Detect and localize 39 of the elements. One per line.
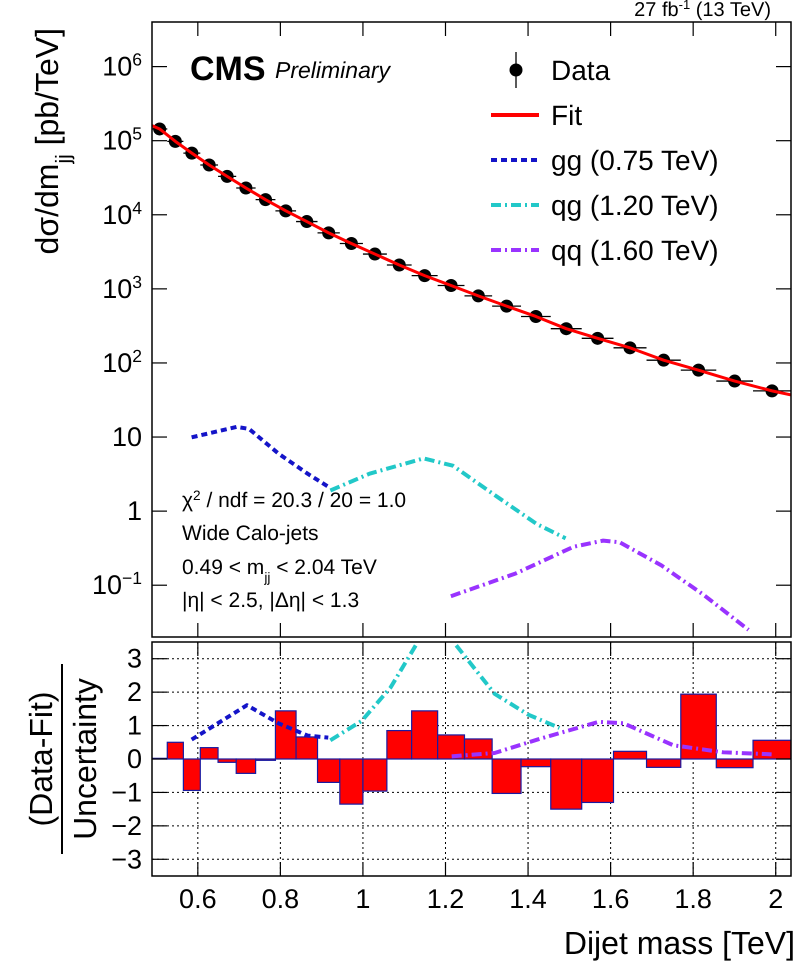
legend-label: qg (1.20 TeV) [551,190,719,221]
y-axis-title: (Data-Fit) Uncertainty [23,678,103,840]
x-tick-label: 1.6 [592,884,630,914]
x-tick-label: 0.8 [262,884,300,914]
y-tick-label: 10$^{5}$ [102,124,142,156]
y-tick-label: −2 [111,810,142,841]
x-tick-label: 1.4 [509,884,547,914]
line-series [152,124,791,396]
y-tick-label: 10$^{−1}$ [92,568,142,600]
y-tick-label: 10$^{3}$ [102,272,142,304]
annotation: 0.49 < m$_{jj}$ < 2.04 TeV [182,556,377,584]
annotation: |η| < 2.5, |Δη| < 1.3 [182,589,360,612]
y-tick-label: 3 [126,644,142,674]
y-tick-label: −1 [111,777,142,808]
x-tick-label: 0.6 [179,884,217,914]
y-tick-label: 1 [126,496,142,526]
annotation: Wide Calo-jets [182,522,319,545]
y-tick-label: −3 [111,844,142,874]
legend-label: Data [551,55,611,86]
y-tick-label: 10$^{4}$ [102,198,142,230]
x-tick-label: 1 [355,884,370,914]
line-series [328,456,568,540]
annotation: CMS [190,50,266,88]
annotation: Preliminary [275,57,392,83]
y-tick-label: 1 [126,710,142,741]
y-tick-label: 10$^{2}$ [102,346,142,378]
x-axis-title: Dijet mass [TeV] [564,925,795,961]
legend-label: qq (1.60 TeV) [551,235,719,266]
x-tick-label: 1.2 [426,884,464,914]
y-tick-label: 0 [126,744,142,774]
y-tick-label: 2 [126,677,142,708]
annotation: χ$^{2}$ / ndf = 20.3 / 20 = 1.0 [182,488,406,512]
line-series [448,538,750,632]
legend-label: Fit [551,100,582,131]
y-tick-label: 10 [112,422,142,452]
x-tick-label: 1.8 [674,884,712,914]
legend-label: gg (0.75 TeV) [551,145,719,176]
y-tick-label: 10$^{6}$ [102,50,142,82]
x-tick-label: 2 [768,884,784,914]
